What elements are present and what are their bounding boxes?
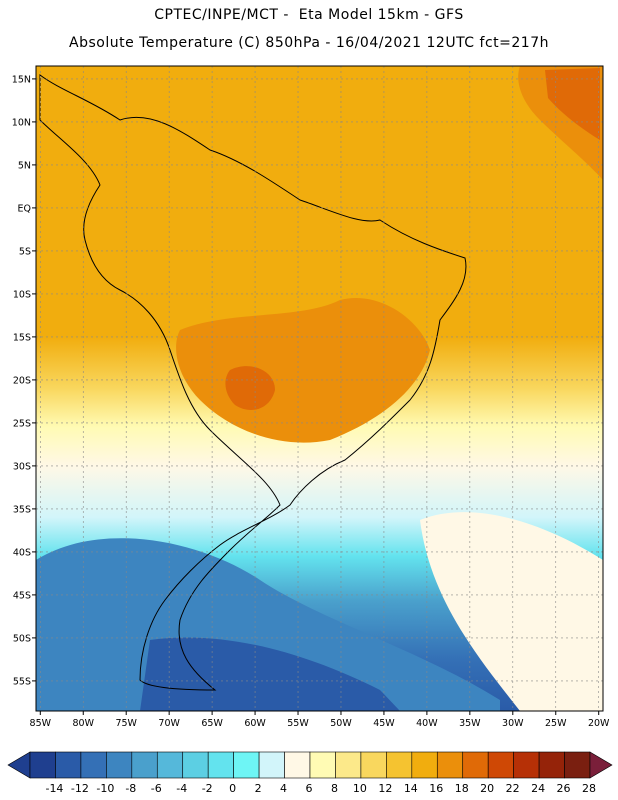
colorbar-swatch [207, 751, 234, 779]
longitude-label: 40W [416, 718, 438, 729]
longitude-label: 30W [502, 718, 524, 729]
colorbar-label: -2 [202, 782, 213, 795]
colorbar-label: 0 [229, 782, 236, 795]
colorbar-swatch [411, 751, 438, 779]
colorbar-swatch [55, 751, 82, 779]
colorbar-label: 18 [455, 782, 469, 795]
colorbar-swatch [538, 751, 565, 779]
colorbar-swatch [462, 751, 489, 779]
longitude-label: 55W [287, 718, 309, 729]
latitude-label: 50S [13, 633, 31, 644]
longitude-label: 45W [373, 718, 395, 729]
latitude-label: 5N [18, 160, 31, 171]
colorbar-label: -6 [151, 782, 162, 795]
map-frame [35, 65, 604, 712]
colorbar-label: -12 [71, 782, 89, 795]
longitude-label: 70W [158, 718, 180, 729]
colorbar-label: 14 [404, 782, 418, 795]
longitude-label: 75W [115, 718, 137, 729]
colorbar-label: 28 [582, 782, 596, 795]
colorbar-label: 22 [506, 782, 520, 795]
continent-outline [39, 74, 467, 691]
chart-title-line-1: CPTEC/INPE/MCT - Eta Model 15km - GFS [154, 7, 464, 23]
colorbar-label: 26 [557, 782, 571, 795]
latitude-label: 35S [13, 504, 31, 515]
colorbar-swatch [309, 751, 336, 779]
colorbar-swatch [436, 751, 464, 779]
longitude-label: 60W [244, 718, 266, 729]
latitude-label: 10S [13, 289, 31, 300]
colorbar-swatch [80, 751, 107, 779]
latitude-labels: 15N 10N 5N EQ 5S 10S 15S 20S 25S 30S 35S 40S 45S 50S 5… [12, 74, 36, 687]
temperature-field [36, 66, 603, 711]
colorbar-label: 20 [480, 782, 494, 795]
hot-spot-chaco [225, 366, 275, 410]
colorbar-swatch [131, 751, 158, 779]
colorbar-label: 8 [331, 782, 338, 795]
colorbar-label: 2 [255, 782, 262, 795]
colorbar-swatch [182, 751, 209, 779]
longitude-labels: 85W 80W 75W 70W 65W 60W 55W 50W 45W 40W 35W 30W 25W 2… [30, 711, 610, 729]
longitude-label: 35W [459, 718, 481, 729]
colorbar-label: 10 [353, 782, 367, 795]
colorbar-label: -8 [125, 782, 136, 795]
longitude-label: 65W [201, 718, 223, 729]
latitude-label: 15S [13, 332, 31, 343]
colorbar-label: 12 [378, 782, 392, 795]
colorbar-label: -10 [96, 782, 114, 795]
colorbar-max-arrow [589, 751, 613, 779]
colorbar-swatch [233, 751, 260, 779]
longitude-label: 80W [73, 718, 95, 729]
colorbar-label: -4 [176, 782, 187, 795]
latitude-label: 25S [13, 418, 31, 429]
coldest-region-south [140, 637, 400, 711]
latitude-label: 55S [13, 676, 31, 687]
latitude-label: 45S [13, 590, 31, 601]
longitude-label: 20W [588, 718, 610, 729]
latitude-label: EQ [18, 203, 31, 214]
longitude-label: 50W [330, 718, 352, 729]
colorbar-swatch [29, 751, 56, 779]
cool-region-south-atlantic [420, 512, 603, 711]
colorbar-swatch [106, 751, 133, 779]
longitude-label: 25W [545, 718, 567, 729]
latitude-label: 20S [13, 375, 31, 386]
latitude-label: 40S [13, 547, 31, 558]
colorbar-swatch [360, 751, 387, 779]
colorbar-swatch [513, 751, 540, 779]
latitude-label: 5S [19, 246, 31, 257]
colorbar-swatch [156, 751, 184, 779]
latitude-label: 30S [13, 461, 31, 472]
chart-title-line-2: Absolute Temperature (C) 850hPa - 16/04/… [69, 35, 549, 51]
colorbar-label: -14 [45, 782, 63, 795]
colorbar-swatch [487, 751, 514, 779]
colorbar-label: 24 [531, 782, 545, 795]
longitude-label: 85W [30, 718, 52, 729]
colorbar-swatch [386, 751, 413, 779]
latitude-label: 15N [12, 74, 31, 85]
colorbar-label: 6 [306, 782, 313, 795]
colorbar-label: 16 [429, 782, 443, 795]
colorbar-swatch [284, 751, 311, 779]
colorbar-label: 4 [280, 782, 287, 795]
colorbar: -14 -12 -10 -8 -6 -4 -2 0 2 4 6 8 10 12 14 16 18 20 22 24 26… [7, 751, 613, 795]
latitude-label: 10N [12, 117, 31, 128]
colorbar-min-arrow [7, 751, 31, 779]
colorbar-swatch [258, 751, 285, 779]
colorbar-swatch [335, 751, 362, 779]
colorbar-swatch [564, 751, 591, 779]
